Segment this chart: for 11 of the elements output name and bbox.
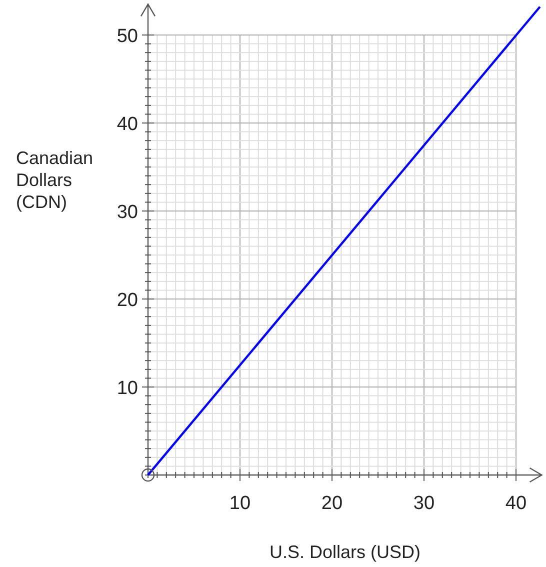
x-tick-label: 40 <box>505 493 527 514</box>
x-tick-label: 30 <box>413 493 435 514</box>
y-tick-label: 10 <box>116 378 138 399</box>
y-tick-label: 40 <box>116 114 138 135</box>
y-tick-label: 20 <box>116 290 138 311</box>
y-tick-label: 30 <box>116 202 138 223</box>
y-axis-title: Canadian Dollars (CDN) <box>16 148 94 212</box>
x-tick-label: 10 <box>229 493 251 514</box>
y-tick-label: 50 <box>116 26 138 47</box>
x-axis-title: U.S. Dollars (USD) <box>269 542 421 562</box>
x-tick-label: 20 <box>321 493 343 514</box>
